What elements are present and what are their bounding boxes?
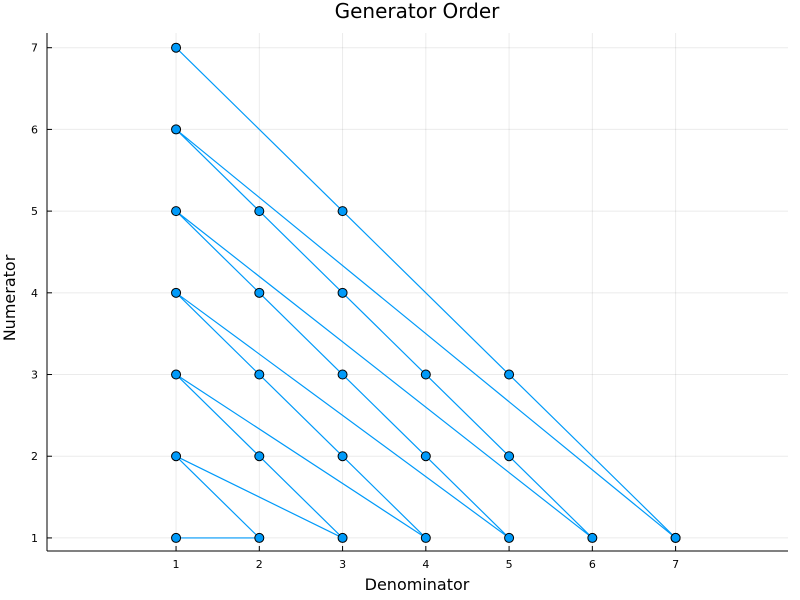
data-point bbox=[670, 532, 681, 543]
y-tick-label: 3 bbox=[31, 369, 38, 382]
series-line-2 bbox=[175, 47, 677, 539]
series bbox=[175, 47, 677, 539]
data-point bbox=[171, 42, 182, 53]
data-point bbox=[337, 451, 348, 462]
data-point bbox=[171, 287, 182, 298]
y-tick-label: 6 bbox=[31, 123, 38, 136]
data-point bbox=[420, 532, 431, 543]
data-point bbox=[420, 451, 431, 462]
x-ticks: 1 2 3 4 5 6 7 bbox=[173, 546, 679, 571]
chart-title: Generator Order bbox=[335, 0, 501, 23]
data-point bbox=[254, 369, 265, 380]
y-ticks: 1 2 3 4 5 6 7 bbox=[31, 42, 52, 545]
data-point bbox=[337, 369, 348, 380]
data-point bbox=[587, 532, 598, 543]
data-point bbox=[337, 532, 348, 543]
x-tick-label: 7 bbox=[672, 558, 679, 571]
x-tick-label: 5 bbox=[506, 558, 513, 571]
data-point bbox=[254, 206, 265, 217]
data-point bbox=[171, 124, 182, 135]
x-tick-label: 4 bbox=[422, 558, 429, 571]
y-tick-label: 1 bbox=[31, 532, 38, 545]
data-point bbox=[504, 369, 515, 380]
y-tick-label: 7 bbox=[31, 42, 38, 55]
x-tick-label: 2 bbox=[256, 558, 263, 571]
data-point bbox=[420, 369, 431, 380]
data-point bbox=[504, 532, 515, 543]
y-axis-label: Numerator bbox=[0, 254, 19, 341]
x-tick-label: 1 bbox=[173, 558, 180, 571]
x-tick-label: 6 bbox=[589, 558, 596, 571]
data-point bbox=[337, 287, 348, 298]
grid bbox=[47, 33, 788, 551]
data-point bbox=[254, 451, 265, 462]
data-point bbox=[171, 206, 182, 217]
x-tick-label: 3 bbox=[339, 558, 346, 571]
data-point bbox=[171, 451, 182, 462]
points bbox=[171, 42, 681, 543]
data-point bbox=[337, 206, 348, 217]
data-point bbox=[504, 451, 515, 462]
data-point bbox=[171, 532, 182, 543]
y-tick-label: 5 bbox=[31, 205, 38, 218]
y-tick-label: 2 bbox=[31, 450, 38, 463]
series-line-1 bbox=[175, 128, 676, 539]
x-axis-label: Denominator bbox=[365, 575, 470, 594]
y-tick-label: 4 bbox=[31, 287, 38, 300]
data-point bbox=[171, 369, 182, 380]
data-point bbox=[254, 532, 265, 543]
data-point bbox=[254, 287, 265, 298]
axes bbox=[46, 33, 788, 552]
